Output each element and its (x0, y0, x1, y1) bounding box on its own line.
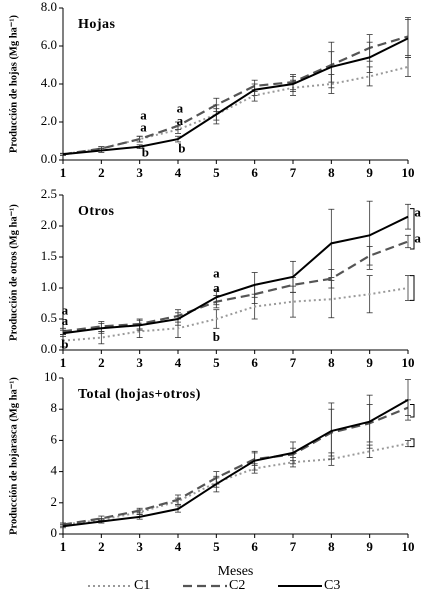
y-tick-label: 0.5 (41, 310, 57, 325)
x-tick-label: 5 (213, 539, 220, 554)
y-tick-label: 0.0 (41, 341, 57, 356)
x-tick-label: 6 (251, 539, 258, 554)
x-tick-label: 9 (366, 355, 373, 370)
x-tick-label: 2 (98, 539, 105, 554)
y-tick-label: 2 (51, 494, 58, 509)
x-tick-label: 3 (136, 355, 143, 370)
y-tick-label: 2.5 (41, 186, 57, 201)
y-tick-label: 0 (51, 525, 58, 540)
y-tick-label: 1.0 (41, 279, 57, 294)
significance-letter: b (213, 329, 220, 344)
legend-label: C1 (134, 578, 150, 593)
y-tick-label: 2.0 (41, 113, 57, 128)
significance-letter: a (213, 265, 220, 280)
y-tick-label: 6.0 (41, 37, 57, 52)
error-bar (405, 234, 411, 249)
x-tick-label: 10 (402, 355, 415, 370)
y-axis-label: Producción de hojarasca (Mg ha⁻¹) (8, 377, 19, 535)
y-tick-label: 8.0 (41, 0, 57, 14)
y-tick-label: 1.5 (41, 248, 57, 263)
x-tick-label: 2 (98, 355, 105, 370)
x-tick-label: 3 (136, 165, 143, 180)
series-line (62, 65, 409, 156)
x-tick-label: 4 (175, 539, 182, 554)
x-tick-label: 10 (402, 165, 415, 180)
y-tick-label: 8 (51, 400, 58, 415)
significance-letter: b (142, 144, 149, 159)
x-tick-label: 7 (290, 355, 297, 370)
panel-title: Otros (78, 204, 115, 219)
legend-label: C2 (229, 578, 245, 593)
significance-letter: a (213, 280, 220, 295)
significance-letter: a (140, 120, 147, 135)
bracket (410, 208, 415, 250)
bracket (410, 275, 415, 301)
y-tick-label: 2.0 (41, 217, 57, 232)
series-line (62, 215, 409, 335)
significance-letter: b (178, 141, 185, 156)
series-line (62, 240, 409, 333)
x-tick-label: 7 (290, 165, 297, 180)
x-tick-label: 10 (402, 539, 415, 554)
y-tick-label: 4 (51, 463, 58, 478)
y-axis-label: Producción de hojas (Mg ha⁻¹) (8, 14, 19, 153)
x-axis-label: Meses (218, 564, 254, 579)
y-tick-label: 0.0 (41, 151, 57, 166)
x-tick-label: 6 (251, 355, 258, 370)
panel-title: Total (hojas+otros) (78, 387, 201, 402)
x-tick-label: 5 (213, 355, 220, 370)
x-tick-label: 8 (328, 539, 335, 554)
x-tick-label: 2 (98, 165, 105, 180)
significance-letter: a (414, 231, 421, 246)
significance-letter: a (62, 303, 69, 318)
y-axis-label: Producción de otros (Mg ha⁻¹) (8, 204, 19, 341)
series-line (62, 406, 409, 526)
x-tick-label: 9 (366, 165, 373, 180)
x-tick-label: 1 (60, 165, 67, 180)
significance-letter: a (177, 113, 184, 128)
series-line (62, 35, 409, 156)
x-tick-label: 4 (175, 165, 182, 180)
x-tick-label: 7 (290, 539, 297, 554)
x-tick-label: 5 (213, 165, 220, 180)
series-line (62, 287, 409, 342)
x-tick-label: 4 (175, 355, 182, 370)
x-tick-label: 1 (60, 355, 67, 370)
significance-letter: b (61, 337, 68, 352)
x-tick-label: 8 (328, 355, 335, 370)
y-tick-label: 10 (44, 369, 57, 384)
series-line (62, 398, 409, 528)
significance-letter: a (177, 101, 184, 116)
series-line (62, 37, 409, 156)
panel-title: Hojas (78, 17, 116, 32)
x-tick-label: 9 (366, 539, 373, 554)
x-tick-label: 3 (136, 539, 143, 554)
significance-letter: a (140, 107, 147, 122)
series-line (62, 442, 409, 526)
bracket (410, 404, 415, 418)
significance-letter: a (62, 313, 69, 328)
legend-label: C3 (324, 578, 340, 593)
x-tick-label: 8 (328, 165, 335, 180)
x-tick-label: 1 (60, 539, 67, 554)
bracket (410, 438, 415, 448)
y-tick-label: 6 (51, 431, 58, 446)
y-tick-label: 4.0 (41, 75, 57, 90)
x-tick-label: 6 (251, 165, 258, 180)
significance-letter: a (414, 205, 421, 220)
